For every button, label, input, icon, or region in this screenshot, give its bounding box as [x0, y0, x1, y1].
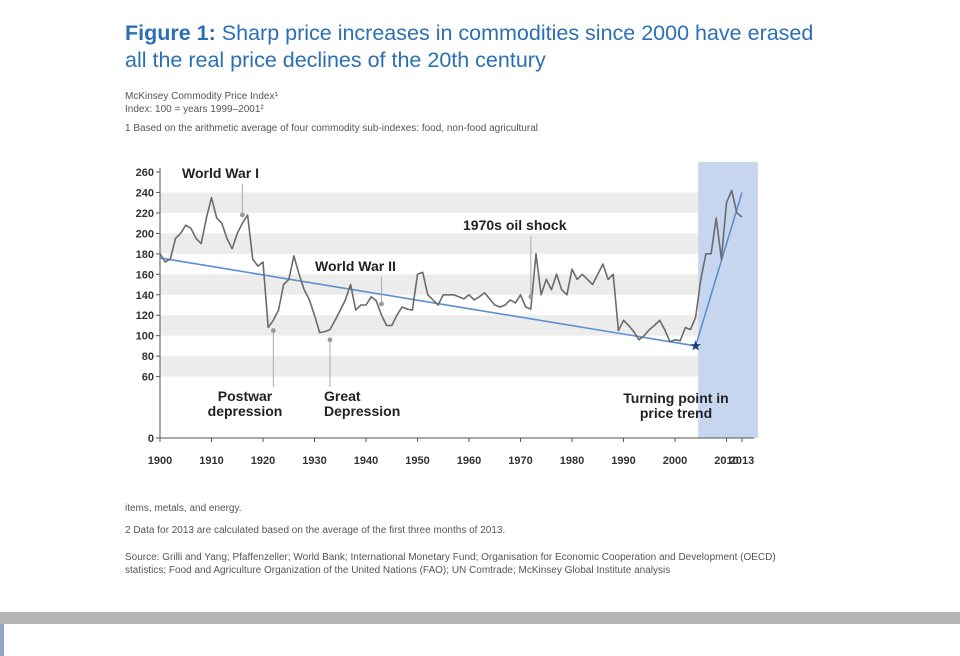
y-tick-label: 160 — [136, 269, 154, 281]
y-tick-label: 0 — [148, 433, 154, 445]
figure-title-text: Sharp price increases in commodities sin… — [125, 21, 814, 72]
y-tick-label: 220 — [136, 208, 154, 220]
page-divider-bar — [0, 612, 960, 624]
annotation-dot — [379, 301, 384, 307]
annotation-label: Postwar depression — [208, 388, 283, 419]
annotation-label: World War II — [315, 258, 396, 274]
page-footer-strip — [0, 624, 960, 656]
y-tick-label: 200 — [136, 228, 154, 240]
y-tick-label: 260 — [136, 167, 154, 179]
annotation-label: World War I — [182, 165, 259, 181]
annotation-label-line: Turning point in — [623, 390, 729, 406]
x-tick-label: 1980 — [560, 455, 584, 467]
footnote-2: 2 Data for 2013 are calculated based on … — [125, 525, 506, 536]
index-subtitle: McKinsey Commodity Price Index¹ Index: 1… — [125, 90, 278, 116]
y-tick-label: 120 — [136, 310, 154, 322]
annotation-label-line: price trend — [640, 405, 712, 421]
annotation-dot — [270, 328, 276, 333]
x-tick-label: 1970 — [508, 455, 532, 467]
trend-line — [694, 192, 743, 347]
annotation-label-line: Great — [324, 388, 361, 404]
x-tick-label: 1960 — [457, 455, 481, 467]
index-name: McKinsey Commodity Price Index¹ — [125, 91, 278, 102]
grid-band — [160, 233, 742, 254]
figure-title: Figure 1: Sharp price increases in commo… — [125, 20, 825, 74]
x-tick-label: 1950 — [405, 455, 429, 467]
x-tick-label: 1940 — [354, 455, 378, 467]
annotation-dot — [327, 337, 333, 343]
y-tick-label: 180 — [136, 249, 154, 261]
grid-band — [160, 274, 742, 295]
y-tick-label: 100 — [136, 331, 154, 343]
y-tick-label: 80 — [142, 351, 154, 363]
annotation-label: Great Depression — [324, 388, 400, 419]
x-tick-label: 1930 — [302, 455, 326, 467]
annotation-label-line: depression — [208, 403, 283, 419]
source-note: Source: Grilli and Yang; Pfaffenzeller; … — [125, 552, 776, 576]
annotation-label-line: 1970s oil shock — [463, 217, 567, 233]
price-index-series-line — [159, 189, 743, 343]
annotation-label-line: Depression — [324, 403, 400, 419]
annotation-label-line: Postwar — [218, 388, 273, 404]
x-tick-label: 2000 — [663, 455, 687, 467]
turning-point-star-icon — [690, 340, 701, 351]
y-tick-label: 240 — [136, 187, 154, 199]
annotation-label-line: World War II — [315, 258, 396, 274]
annotation-label: Turning point in price trend — [623, 390, 729, 421]
y-tick-label: 140 — [136, 290, 154, 302]
annotation-label-line: World War I — [182, 165, 259, 181]
annotation-label: 1970s oil shock — [463, 217, 567, 233]
x-tick-label: 2013 — [730, 455, 754, 467]
grid-band — [160, 356, 742, 377]
annotation-dot — [240, 212, 245, 218]
footnote-1: 1 Based on the arithmetic average of fou… — [125, 123, 539, 134]
figure-title-lead: Figure 1: — [125, 21, 216, 45]
x-tick-label: 1990 — [611, 455, 635, 467]
x-tick-label: 1920 — [251, 455, 275, 467]
x-tick-label: 1900 — [148, 455, 172, 467]
index-base: Index: 100 = years 1999–2001² — [125, 104, 264, 115]
x-tick-label: 1910 — [199, 455, 223, 467]
grid-band — [160, 192, 742, 213]
grid-band — [160, 315, 742, 336]
y-tick-label: 60 — [142, 372, 154, 384]
footnote-1-continued: items, metals, and energy. — [125, 503, 242, 514]
highlight-band — [698, 162, 758, 438]
annotation-dot — [528, 294, 534, 300]
x-tick-label: 2010 — [714, 455, 738, 467]
trend-line — [159, 257, 696, 347]
